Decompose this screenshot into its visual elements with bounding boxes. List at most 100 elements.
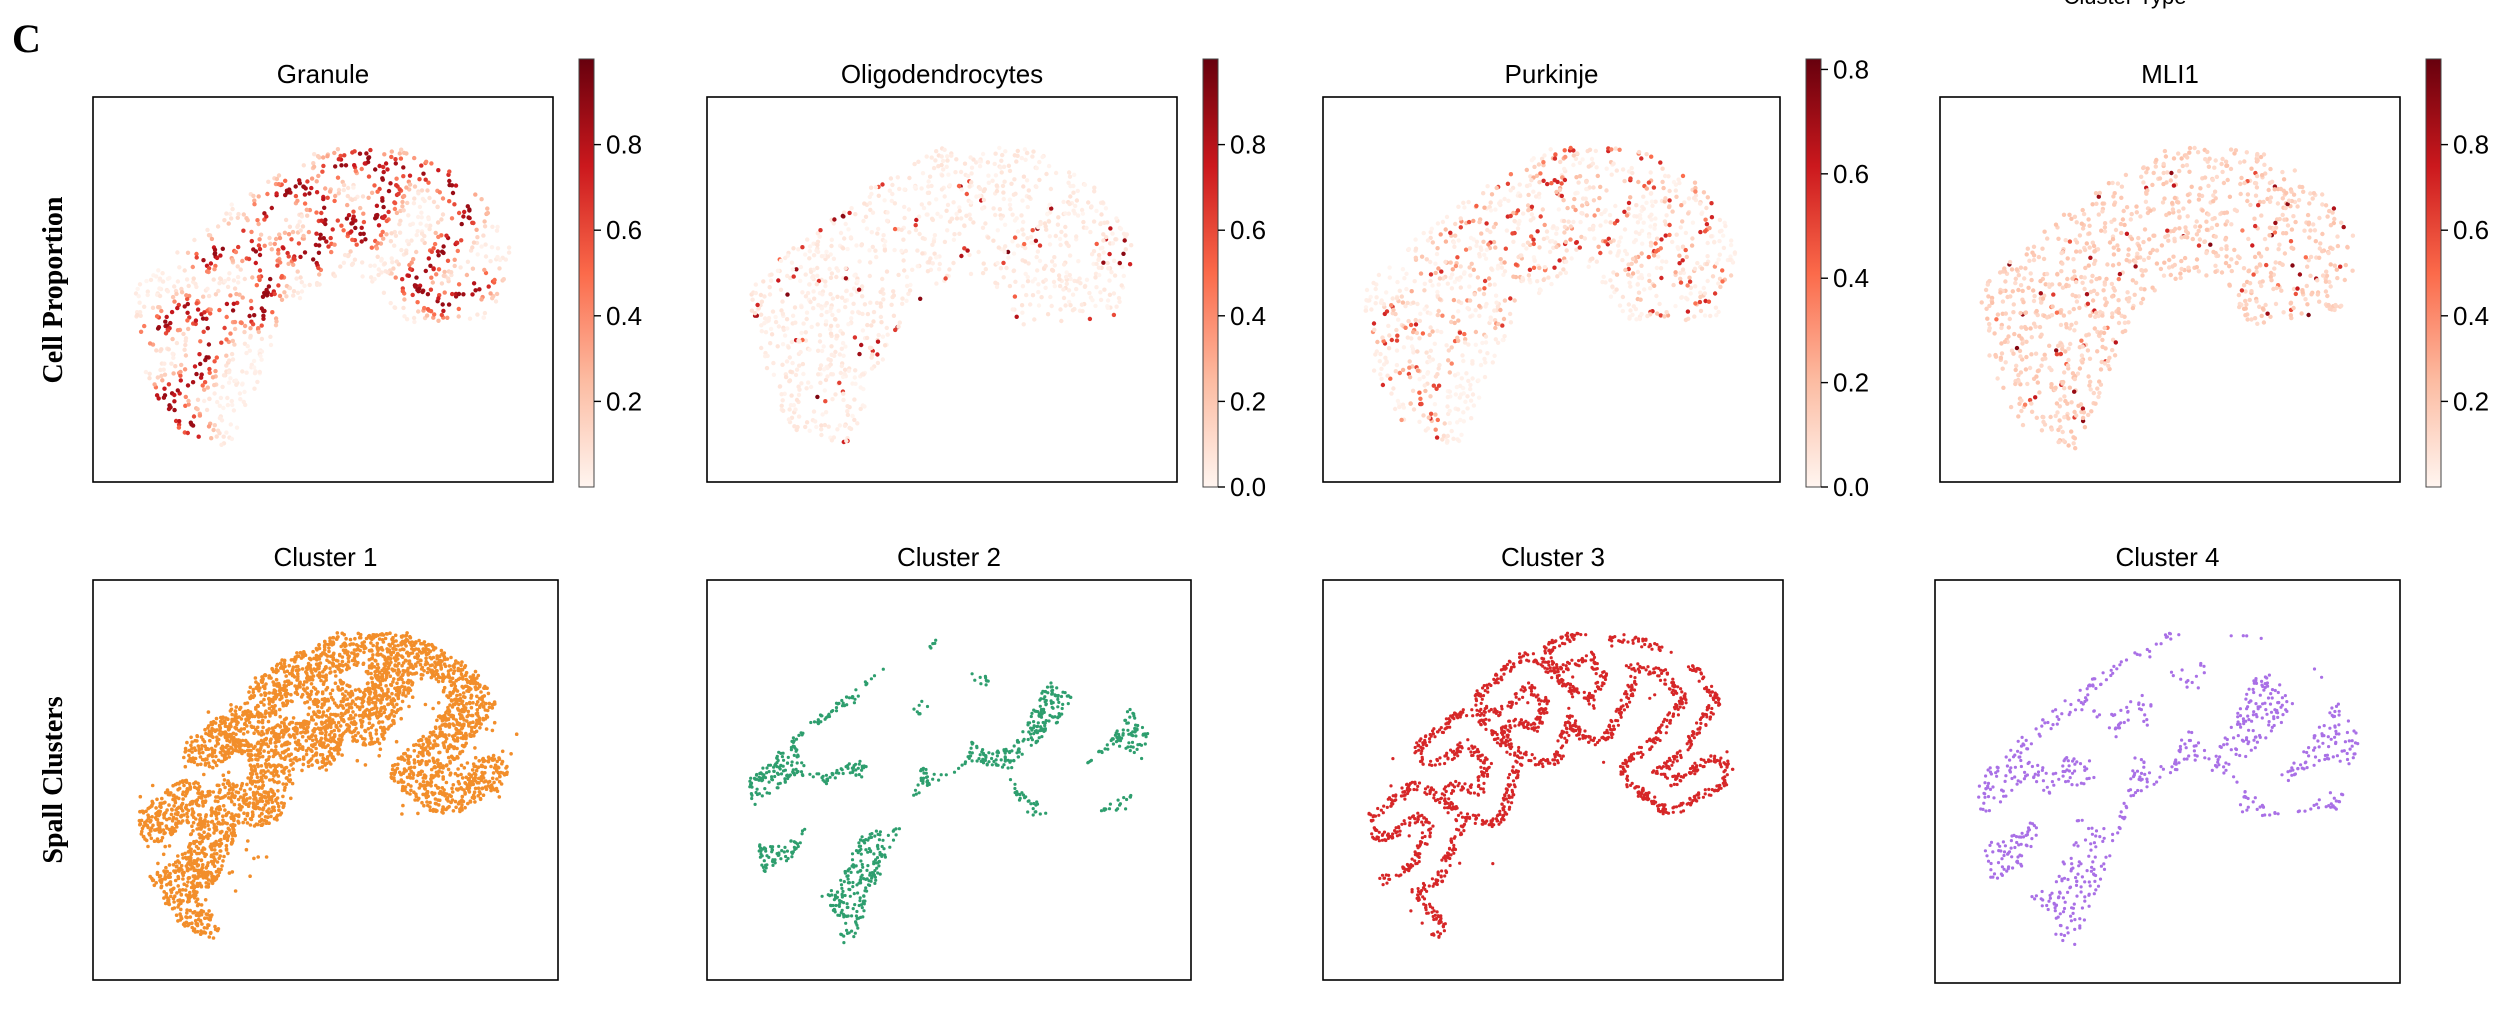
- spot: [2029, 335, 2035, 340]
- spot: [1674, 232, 1679, 237]
- spot: [238, 267, 243, 272]
- spot: [2295, 204, 2300, 209]
- spot: [473, 192, 478, 197]
- spot: [2124, 205, 2130, 210]
- spot: [2110, 311, 2115, 316]
- spot: [363, 237, 368, 242]
- spot: [257, 246, 263, 252]
- spot: [207, 396, 212, 402]
- spot: [2088, 387, 2093, 392]
- spot: [259, 336, 265, 342]
- spot: [359, 239, 364, 244]
- spot: [918, 296, 923, 301]
- spot: [2323, 289, 2329, 294]
- spot: [2066, 443, 2071, 448]
- spot: [421, 171, 426, 176]
- spot: [2070, 371, 2076, 376]
- spot: [414, 232, 419, 238]
- spot: [1405, 300, 1410, 306]
- cluster-point: [353, 688, 358, 692]
- spot: [262, 211, 267, 216]
- spot: [868, 260, 873, 265]
- spot: [2317, 215, 2322, 221]
- spot: [767, 292, 773, 297]
- spot: [1534, 173, 1540, 178]
- spot: [2039, 300, 2044, 305]
- spot: [1493, 325, 1498, 331]
- spot: [759, 299, 765, 304]
- spot: [1093, 275, 1098, 280]
- spot: [2176, 151, 2181, 156]
- spot: [1373, 301, 1378, 306]
- spot: [1075, 279, 1080, 284]
- spot: [1439, 329, 1444, 335]
- spot: [1100, 200, 1106, 205]
- spot: [354, 242, 359, 247]
- row-label-spall-clusters: Spall Clusters: [38, 696, 69, 863]
- spot: [237, 391, 243, 396]
- spot: [345, 185, 351, 191]
- spot: [388, 300, 393, 306]
- spot: [1079, 302, 1085, 307]
- spot: [193, 321, 198, 327]
- spot: [807, 282, 812, 287]
- spot: [2031, 244, 2037, 249]
- spot: [1698, 308, 1704, 314]
- spot: [1680, 244, 1686, 249]
- spot: [495, 224, 500, 230]
- spot: [232, 342, 237, 347]
- spot: [1480, 340, 1485, 346]
- spot: [1571, 162, 1576, 168]
- plot-frame-mli1: [1939, 96, 2401, 483]
- spot: [235, 215, 240, 220]
- spot: [1591, 198, 1597, 203]
- spot: [309, 185, 314, 191]
- spot: [306, 229, 312, 235]
- spot: [814, 282, 819, 287]
- spot: [884, 218, 890, 223]
- spot: [1117, 299, 1122, 304]
- spot: [789, 339, 795, 345]
- spot: [1578, 219, 1583, 225]
- spot: [1508, 320, 1514, 325]
- spot: [198, 339, 203, 344]
- spot: [1608, 239, 1613, 245]
- spot: [401, 208, 406, 213]
- spot: [779, 403, 784, 408]
- spot: [1648, 224, 1653, 229]
- spot: [878, 301, 883, 306]
- spot: [2109, 281, 2115, 287]
- spot: [803, 272, 808, 277]
- spot: [2213, 158, 2218, 163]
- spot: [214, 255, 220, 261]
- spot: [851, 301, 856, 306]
- spot: [2177, 168, 2182, 174]
- spot: [362, 161, 367, 166]
- spot: [2234, 208, 2240, 214]
- spot: [867, 273, 872, 279]
- spot: [200, 383, 205, 388]
- spot: [1592, 236, 1597, 241]
- spot: [467, 207, 472, 212]
- spot: [259, 357, 264, 362]
- spot: [1371, 280, 1376, 286]
- spot: [993, 212, 998, 218]
- spot: [2276, 247, 2281, 252]
- spot: [1066, 211, 1072, 216]
- spot: [942, 194, 947, 199]
- spot: [1499, 265, 1505, 270]
- spot: [1482, 205, 1487, 210]
- spot: [1493, 221, 1498, 227]
- cluster-point: [304, 738, 309, 743]
- spot: [2100, 201, 2105, 206]
- cluster-point: [393, 633, 398, 638]
- spot: [446, 302, 452, 307]
- spot: [183, 403, 188, 408]
- spot: [862, 302, 868, 307]
- spot: [2059, 250, 2064, 256]
- spot: [388, 181, 393, 186]
- spot: [807, 256, 812, 261]
- spot: [268, 334, 273, 339]
- spot: [2095, 349, 2100, 354]
- spot: [1081, 219, 1086, 225]
